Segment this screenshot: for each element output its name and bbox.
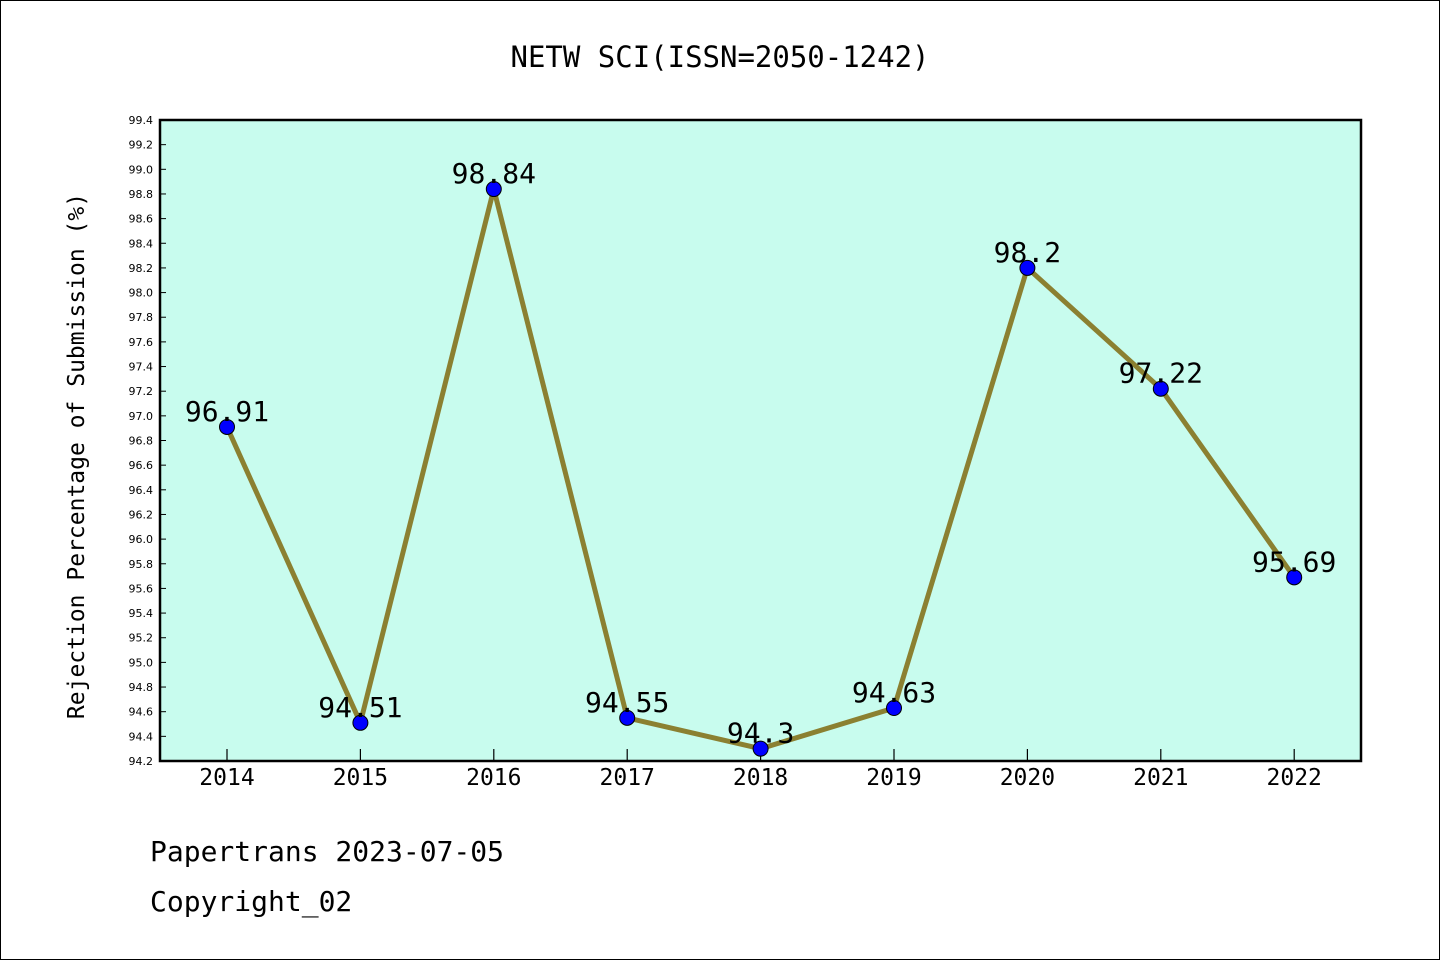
data-label: 96.91 <box>185 395 269 428</box>
data-label: 94.55 <box>585 686 669 719</box>
y-tick-label: 94.2 <box>129 755 154 768</box>
y-tick-label: 96.4 <box>129 484 154 497</box>
x-tick-label: 2014 <box>199 765 254 791</box>
y-tick-label: 94.6 <box>129 706 154 719</box>
data-markers <box>219 181 1303 757</box>
y-tick-label: 94.4 <box>129 730 154 743</box>
data-point <box>1019 259 1036 276</box>
data-point <box>352 714 369 731</box>
y-tick-label: 96.0 <box>129 533 154 546</box>
data-label: 98.84 <box>452 157 536 190</box>
y-tick-label: 94.8 <box>129 681 154 694</box>
x-tick-label: 2022 <box>1267 765 1322 791</box>
plot-area <box>158 118 1363 763</box>
data-point <box>219 418 235 435</box>
x-tick-label: 2017 <box>600 765 655 791</box>
data-labels: 96.91 94.51 98.84 94.55 94.3 94.63 98.2 97.22 95… <box>185 157 1336 750</box>
chart-title: NETW SCI(ISSN=2050-1242) <box>510 40 929 74</box>
y-tick-label: 97.8 <box>129 311 154 324</box>
data-label: 94.51 <box>318 691 402 724</box>
y-tick-label: 95.2 <box>129 632 154 645</box>
data-point <box>752 740 769 757</box>
data-label: 94.63 <box>852 676 936 709</box>
y-axis-label: Rejection Percentage of Submission (%) <box>64 193 90 719</box>
y-tick-label: 98.0 <box>129 287 154 300</box>
x-tick-label: 2021 <box>1133 765 1188 791</box>
footer-date-text: Papertrans 2023-07-05 <box>150 835 505 868</box>
y-tick-label: 96.8 <box>129 435 154 448</box>
y-tick-label: 99.2 <box>129 139 154 152</box>
y-tick-label: 99.4 <box>129 114 154 127</box>
x-tick-label: 2015 <box>333 765 388 791</box>
y-axis: 94.2 94.4 94.6 94.8 95.0 95.2 95.4 95.6 95.8 96.0… <box>129 114 166 768</box>
y-tick-label: 95.8 <box>129 558 154 571</box>
data-label: 94.3 <box>727 717 794 750</box>
y-tick-label: 98.4 <box>129 237 154 250</box>
y-tick-label: 95.0 <box>129 656 154 669</box>
y-tick-label: 96.6 <box>129 459 154 472</box>
data-label: 97.22 <box>1119 357 1203 390</box>
data-label: 95.69 <box>1252 545 1336 578</box>
y-tick-label: 97.4 <box>129 361 154 374</box>
data-point <box>1152 380 1169 397</box>
x-tick-label: 2018 <box>733 765 788 791</box>
x-tick-label: 2016 <box>466 765 521 791</box>
y-tick-label: 96.2 <box>129 508 154 521</box>
x-tick-label: 2019 <box>866 765 921 791</box>
data-point <box>485 181 502 198</box>
y-tick-label: 95.4 <box>129 607 154 620</box>
x-tick-label: 2020 <box>1000 765 1055 791</box>
y-tick-label: 98.8 <box>129 188 154 201</box>
y-tick-label: 99.0 <box>129 163 154 176</box>
y-tick-label: 98.6 <box>129 213 154 226</box>
y-tick-label: 97.2 <box>129 385 154 398</box>
y-tick-label: 97.0 <box>129 410 154 423</box>
y-tick-label: 98.2 <box>129 262 154 275</box>
y-tick-label: 97.6 <box>129 336 154 349</box>
data-label: 98.2 <box>994 236 1061 269</box>
footer-copyright-text: Copyright_02 <box>150 885 353 918</box>
x-axis: 2014 2015 2016 2017 2018 2019 2020 2021 2022 <box>199 749 1322 791</box>
y-tick-label: 95.6 <box>129 582 154 595</box>
data-point <box>886 699 902 716</box>
data-point <box>619 709 636 726</box>
data-point <box>1286 569 1303 586</box>
